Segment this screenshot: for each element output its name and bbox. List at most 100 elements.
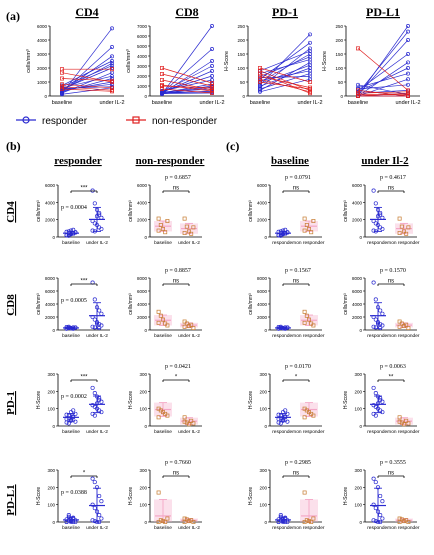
data-point [285,325,290,330]
data-point [373,391,378,396]
data-point [94,207,100,212]
pair-line [357,31,409,94]
pair-line [61,83,113,90]
data-point [285,411,290,416]
data-point [210,24,214,28]
data-point [92,519,97,524]
plot-c-PDL1-il2: 0 100 200 300 H-Score responder non responder n… [343,460,420,531]
data-point [68,516,74,521]
data-point [307,227,311,231]
data-point [210,91,214,95]
data-point [283,326,288,331]
y-tick-label: 300 [259,468,267,473]
data-point [371,476,376,481]
data-point [160,72,164,76]
x-tick-label: baseline [348,100,369,106]
y-tick-label: 50 [338,80,344,85]
pair-line [61,88,113,92]
x-tick-label: under IL-2 [99,100,124,106]
data-point [66,513,71,518]
data-point [399,321,404,326]
data-point [110,59,114,63]
pair-line [61,67,113,90]
y-axis-label: H-Score [36,391,42,410]
data-point [60,84,64,89]
data-point [92,297,97,302]
data-point [302,309,307,314]
y-axis-label: cells/mm³ [26,49,32,73]
y-axis-label: cells/mm³ [248,200,254,222]
data-point [73,325,78,330]
x-tick-label: under IL-2 [395,100,420,106]
data-point [160,91,164,96]
data-point [276,229,281,234]
data-point [258,66,262,70]
y-tick-label: 100 [139,407,147,412]
plot-b-PDL1-resp: 0 100 200 300 H-Score baseline under IL-2 * p = … [36,468,110,531]
x-tick-label: baseline [154,333,172,339]
x-tick-label: under IL-2 [86,333,108,339]
data-point [397,216,402,221]
col-header-under-il2: under Il-2 [361,155,409,167]
data-point [406,60,410,65]
pair-line [259,81,311,90]
data-point [378,308,383,313]
pair-line [161,79,213,91]
data-point [276,517,281,522]
data-point [402,422,406,427]
data-point [99,399,104,404]
plot-c-PD1-base: 0 100 200 300 H-Score responder non responder *… [248,364,325,435]
pair-line [61,86,113,91]
pair-line [161,79,213,92]
data-point [90,228,95,233]
y-tick-label: 0 [264,328,267,333]
y-tick-label: 0 [359,424,362,429]
data-point [182,324,187,329]
data-point [94,509,100,514]
pair-line [357,84,409,95]
y-tick-label: 6000 [137,34,148,39]
data-point [406,77,410,82]
data-point [92,325,97,330]
y-tick-label: 100 [354,503,362,508]
data-point [210,69,214,73]
pair-line [61,72,113,83]
plot-c-CD4-il2: 0 2000 4000 6000 cells/mm³ responder non respo… [343,175,420,246]
data-point [375,321,381,326]
data-point [373,506,378,511]
data-point [64,517,69,522]
y-tick-label: 200 [237,38,245,43]
x-tick-label: non responder [389,429,420,435]
y-tick-label: 300 [354,372,362,377]
data-point [371,188,376,193]
data-point [187,519,191,524]
data-point [406,71,410,76]
y-tick-label: 0 [144,520,147,525]
data-point [308,71,312,76]
y-tick-label: 3000 [37,52,48,57]
significance-label: ns [173,279,179,285]
data-point [99,226,104,232]
data-point [187,229,191,234]
significance-label: * [295,375,298,381]
plot-title: PD-L1 [366,5,400,19]
data-point [406,38,410,42]
data-point [356,82,360,87]
y-tick-label: 1000 [37,80,48,85]
data-point [94,519,100,525]
legend-nonresponder-marker [132,116,140,124]
data-point [64,229,69,234]
data-point [380,215,385,220]
data-point [406,24,410,28]
data-point [97,210,102,216]
data-point [278,421,283,426]
p-value-label: p = 0.0004 [61,205,87,211]
data-point [187,422,191,427]
data-point [283,515,288,520]
data-point [278,325,283,330]
legend-nonresponder-label: non-responder [152,116,218,127]
data-point [406,225,411,230]
y-tick-label: 2000 [352,315,363,320]
data-point [307,519,311,524]
